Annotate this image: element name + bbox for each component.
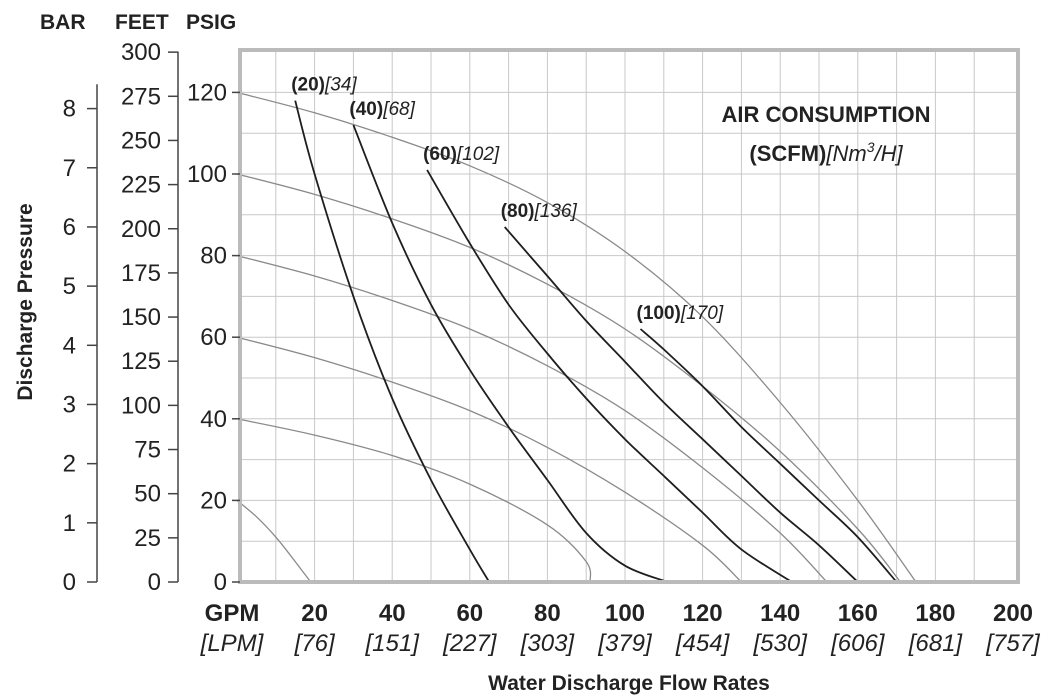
psig-tick-label: 60 — [200, 324, 227, 351]
air-curve-5 — [639, 328, 898, 583]
psig-tick-label: 120 — [187, 79, 227, 106]
air-curve-label-scfm: (40) — [349, 99, 383, 120]
air-curve-label-metric: [68] — [382, 99, 415, 120]
gpm-tick-label: 20 — [301, 600, 328, 627]
bar-tick-label: 6 — [63, 214, 76, 241]
unit-header-feet: FEET — [115, 11, 169, 34]
psig-tick-label: 100 — [187, 161, 227, 188]
pressure-curve-4 — [236, 336, 742, 583]
lpm-tick-label: [379] — [597, 630, 653, 657]
lpm-tick-label: [454] — [675, 630, 731, 657]
lpm-tick-label: [757] — [985, 630, 1041, 657]
feet-tick-label: 75 — [134, 437, 161, 464]
psig-tick-label: 20 — [200, 487, 227, 514]
x-unit-gpm: GPM — [205, 600, 260, 627]
feet-tick-label: 150 — [121, 304, 161, 331]
air-consumption-curves: (20)[34](40)[68](60)[102](80)[136](100)[… — [291, 75, 898, 583]
gpm-tick-label: 60 — [456, 600, 483, 627]
pressure-curve-2 — [236, 173, 902, 583]
air-curve-label-metric: [34] — [324, 75, 357, 96]
legend-units-tail: /H] — [872, 141, 903, 166]
pressure-curves — [236, 91, 917, 583]
air-curve-1 — [294, 100, 490, 583]
air-curve-label-scfm: (100) — [637, 303, 681, 324]
air-curve-label-5: (100)[170] — [637, 303, 724, 324]
lpm-tick-label: [681] — [908, 630, 964, 657]
legend-units-bold: (SCFM) — [749, 141, 826, 166]
bar-tick-label: 2 — [63, 451, 76, 478]
legend-units: (SCFM)[Nm3/H] — [749, 139, 903, 166]
pressure-curve-1 — [236, 91, 917, 583]
gpm-tick-label: 140 — [760, 600, 800, 627]
air-curve-label-4: (80)[136] — [501, 201, 578, 222]
x-unit-lpm: [LPM] — [200, 630, 265, 657]
bar-tick-label: 8 — [63, 96, 76, 123]
feet-tick-label: 225 — [121, 172, 161, 199]
air-curve-label-scfm: (60) — [423, 144, 457, 165]
unit-header-bar: BAR — [40, 11, 86, 34]
feet-tick-label: 300 — [121, 39, 161, 66]
psig-tick-label: 0 — [214, 569, 227, 596]
feet-tick-label: 0 — [148, 569, 161, 596]
legend-units-italic: [Nm — [825, 141, 866, 166]
pressure-curve-6 — [236, 499, 312, 583]
gpm-tick-label: 40 — [379, 600, 406, 627]
bar-tick-label: 5 — [63, 273, 76, 300]
air-curve-label-scfm: (20) — [291, 75, 325, 96]
air-curve-2 — [352, 124, 669, 583]
gpm-tick-label: 120 — [683, 600, 723, 627]
feet-tick-label: 175 — [121, 260, 161, 287]
bar-tick-label: 1 — [63, 510, 76, 537]
legend-units-sup: 3 — [867, 139, 875, 155]
feet-tick-label: 275 — [121, 83, 161, 110]
bar-tick-label: 4 — [63, 332, 76, 359]
lpm-tick-label: [303] — [520, 630, 576, 657]
bar-tick-label: 0 — [63, 569, 76, 596]
gpm-tick-label: 160 — [838, 600, 878, 627]
air-curve-label-2: (40)[68] — [349, 99, 415, 120]
air-curve-label-scfm: (80) — [501, 201, 535, 222]
x-axis-title: Water Discharge Flow Rates — [488, 672, 770, 695]
air-curve-4 — [504, 226, 859, 583]
gpm-tick-label: 200 — [993, 600, 1033, 627]
air-curve-label-metric: [136] — [534, 201, 578, 222]
grid — [240, 50, 1018, 582]
feet-tick-label: 200 — [121, 216, 161, 243]
unit-header-psig: PSIG — [186, 11, 236, 34]
legend-title: AIR CONSUMPTION — [722, 102, 931, 127]
gpm-tick-label: 80 — [534, 600, 561, 627]
gpm-tick-label: 180 — [915, 600, 955, 627]
psig-tick-label: 40 — [200, 406, 227, 433]
air-curve-3 — [426, 169, 793, 583]
y-axis-title: Discharge Pressure — [14, 203, 37, 400]
bar-tick-label: 3 — [63, 391, 76, 418]
feet-tick-label: 250 — [121, 127, 161, 154]
lpm-tick-label: [76] — [294, 630, 336, 657]
axes: 0204060801001200255075100125150175200225… — [63, 39, 1041, 657]
gpm-tick-label: 100 — [605, 600, 645, 627]
pressure-curve-3 — [236, 254, 828, 583]
lpm-tick-label: [227] — [442, 630, 498, 657]
air-curve-label-1: (20)[34] — [291, 75, 357, 96]
feet-tick-label: 25 — [134, 525, 161, 552]
psig-tick-label: 80 — [200, 243, 227, 270]
lpm-tick-label: [530] — [753, 630, 809, 657]
pressure-curve-5 — [236, 418, 592, 583]
feet-tick-label: 50 — [134, 481, 161, 508]
air-curve-label-3: (60)[102] — [423, 144, 500, 165]
feet-tick-label: 100 — [121, 392, 161, 419]
bar-tick-label: 7 — [63, 155, 76, 182]
air-curve-label-metric: [170] — [680, 303, 724, 324]
lpm-tick-label: [151] — [365, 630, 421, 657]
air-curve-label-metric: [102] — [456, 144, 500, 165]
plot-frame — [238, 48, 1020, 584]
feet-tick-label: 125 — [121, 348, 161, 375]
lpm-tick-label: [606] — [830, 630, 886, 657]
